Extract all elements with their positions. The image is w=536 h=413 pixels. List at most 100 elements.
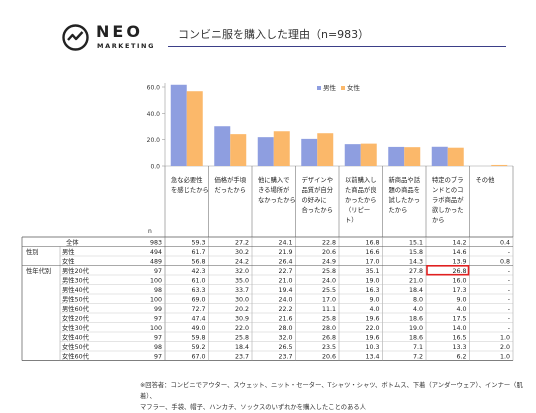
bar-male xyxy=(388,146,405,166)
table-cell: - xyxy=(508,277,510,284)
table-cell: 22.7 xyxy=(278,268,292,275)
table-cell: 9.0 xyxy=(456,296,466,303)
table-cell: 30.0 xyxy=(235,296,249,303)
table-cell: 7.2 xyxy=(413,353,423,360)
row-label: 女性 xyxy=(62,256,75,265)
footnote: ※回答者：コンビニでアウター、スウェット、ニット・セーター、Tシャツ・シャツ、ボ… xyxy=(140,380,530,413)
table-cell: 72.7 xyxy=(191,306,205,313)
category-label: ンドとのコ xyxy=(432,186,463,194)
logo-brand-text: NEO xyxy=(96,22,143,41)
table-cell: 22.8 xyxy=(322,239,336,246)
footnote-line-2: マフラー、手袋、帽子、ハンカチ、ソックスのいずれかを購入したことのある人 xyxy=(140,404,366,411)
table-cell: 59.3 xyxy=(191,239,205,246)
table-cell: 10.3 xyxy=(365,344,379,351)
table-cell: 33.7 xyxy=(235,287,249,294)
table-cell: 0.8 xyxy=(500,258,510,265)
row-group-label: 性年代別 xyxy=(26,266,51,275)
row-label: 男性 xyxy=(62,247,75,256)
row-label: 男性40代 xyxy=(62,285,90,294)
table-cell: 4.0 xyxy=(456,306,466,313)
category-label: ト） xyxy=(345,217,358,224)
table-cell: - xyxy=(508,249,510,256)
table-cell: 24.9 xyxy=(322,258,336,265)
bar-male xyxy=(344,144,361,166)
table-cell: 14.0 xyxy=(452,325,466,332)
category-label: 他に購入で xyxy=(258,175,289,184)
category-label: なかったから xyxy=(258,196,296,204)
bar-female xyxy=(230,134,247,166)
row-label: 男性60代 xyxy=(62,304,90,313)
table-cell: 14.2 xyxy=(452,239,466,246)
table-cell: 16.0 xyxy=(452,277,466,284)
table-cell: 19.6 xyxy=(365,334,379,341)
row-n-value: 97 xyxy=(154,334,162,341)
table-cell: - xyxy=(508,325,510,332)
table-cell: 26.8 xyxy=(322,334,336,341)
category-label: だったから xyxy=(215,186,246,194)
bar-female xyxy=(491,164,508,166)
table-cell: 4.0 xyxy=(413,306,423,313)
table-cell: 6.2 xyxy=(456,353,466,360)
table-cell: 19.0 xyxy=(409,325,423,332)
category-label: の好みに xyxy=(302,195,327,204)
table-cell: 27.8 xyxy=(409,268,423,275)
category-label: 特定のブラ xyxy=(432,175,463,184)
table-cell: 59.8 xyxy=(191,334,205,341)
category-label: きる場所が xyxy=(258,185,290,194)
category-label: 題の商品を xyxy=(389,185,420,194)
table-cell: 16.3 xyxy=(365,287,379,294)
table-cell: 19.4 xyxy=(278,287,292,294)
table-cell: 13.9 xyxy=(452,258,466,265)
bar-male xyxy=(214,126,231,166)
page-title: コンビニ服を購入した理由（n=983） xyxy=(178,28,370,41)
table-cell: 21.0 xyxy=(409,277,423,284)
legend-swatch-female xyxy=(341,86,345,90)
table-cell: 17.5 xyxy=(452,315,466,322)
table-cell: 17.0 xyxy=(365,258,379,265)
row-n-value: 98 xyxy=(154,287,162,294)
table-cell: 13.4 xyxy=(365,353,379,360)
table-cell: 22.2 xyxy=(278,306,292,313)
table-cell: 18.4 xyxy=(409,287,423,294)
table-cell: 24.2 xyxy=(235,258,249,265)
table-cell: 21.0 xyxy=(278,277,292,284)
y-tick-label: 60.0 xyxy=(147,85,161,92)
table-cell: 32.0 xyxy=(235,268,249,275)
table-cell: 35.1 xyxy=(365,268,379,275)
table-cell: 27.2 xyxy=(235,239,249,246)
table-cell: 30.9 xyxy=(235,315,249,322)
category-label: 急な必要性 xyxy=(171,175,202,184)
table-cell: 1.0 xyxy=(500,353,510,360)
row-n-value: 97 xyxy=(154,315,162,322)
table-cell: 69.0 xyxy=(191,296,205,303)
table-cell: 25.5 xyxy=(322,287,336,294)
category-label: （リピー xyxy=(345,206,370,214)
row-n-value: 97 xyxy=(154,353,162,360)
table-cell: 30.2 xyxy=(235,249,249,256)
row-label: 男性30代 xyxy=(62,275,90,284)
table-cell: 28.0 xyxy=(278,325,292,332)
table-cell: 26.4 xyxy=(278,258,292,265)
category-label: 新商品や話 xyxy=(389,175,421,184)
table-cell: 17.0 xyxy=(322,296,336,303)
category-label: ラボ商品が xyxy=(432,195,464,204)
logo-sub-text: MARKETING xyxy=(97,42,156,50)
table-cell: 20.6 xyxy=(322,249,336,256)
category-label: 以前購入し xyxy=(345,175,376,184)
table-cell: 21.9 xyxy=(278,249,292,256)
table-cell: - xyxy=(508,268,510,275)
row-n-value: 97 xyxy=(154,268,162,275)
table-cell: 18.6 xyxy=(409,315,423,322)
category-label: 価格が手頃 xyxy=(215,175,247,184)
row-n-value: 100 xyxy=(150,277,162,284)
row-label: 全体 xyxy=(66,237,79,246)
row-n-value: 98 xyxy=(154,344,162,351)
table-cell: 2.0 xyxy=(500,344,510,351)
table-cell: 35.0 xyxy=(235,277,249,284)
table-cell: 13.3 xyxy=(452,344,466,351)
table-cell: 42.3 xyxy=(191,268,205,275)
category-label: 品質が自分 xyxy=(302,185,334,194)
table-cell: 61.0 xyxy=(191,277,205,284)
table-cell: 7.1 xyxy=(413,344,423,351)
table-cell: 11.1 xyxy=(322,306,336,313)
